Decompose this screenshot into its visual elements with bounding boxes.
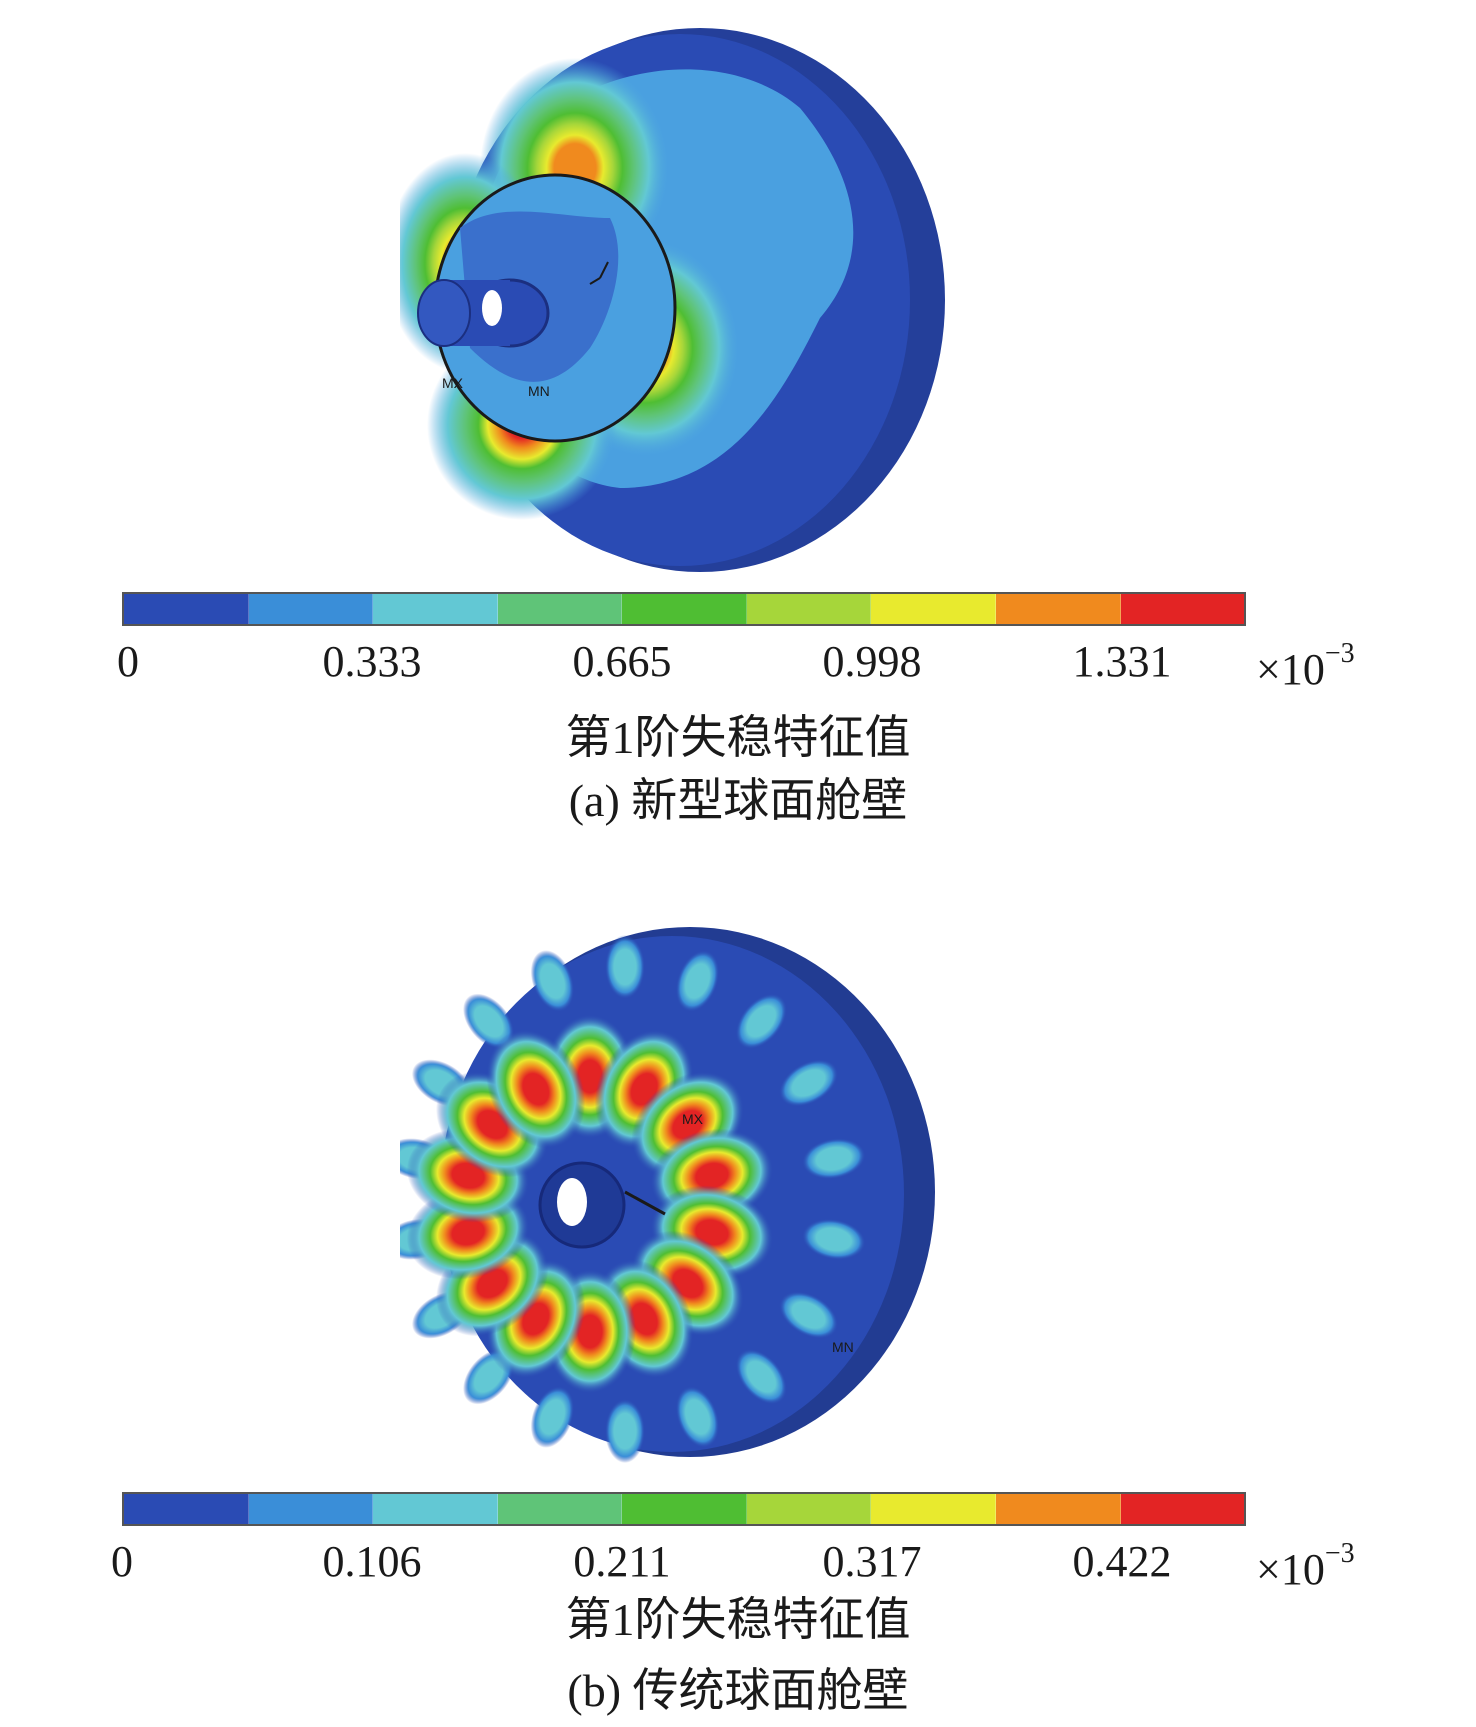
figure-caption-a: (a) 新型球面舱壁 [568, 775, 908, 826]
hub-face [417, 279, 471, 347]
colorbar-segment [373, 1494, 498, 1524]
colorbar-tick: 0.211 [573, 1537, 671, 1586]
multiplier-base: ×10 [1256, 645, 1325, 694]
outer-lobe [530, 1386, 575, 1448]
colorbar-segment [373, 594, 498, 624]
colorbar-segment [995, 1494, 1121, 1524]
marker-mx: MX [442, 375, 464, 391]
colorbar-tick: 0 [111, 1537, 133, 1586]
colorbar-tick: 0.317 [822, 1537, 922, 1586]
colorbar-segment [995, 594, 1121, 624]
multiplier-exponent: −3 [1324, 638, 1355, 669]
colorbar-tick: 0.665 [572, 637, 672, 686]
figure-caption-b: (b) 传统球面舱壁 [567, 1665, 909, 1716]
colorbar-segment [1120, 1494, 1245, 1524]
marker-mx: MX [682, 1111, 704, 1127]
colorbar-tick: 0.333 [322, 637, 422, 686]
marker-mn: MN [528, 383, 550, 399]
colorbar-segment [871, 594, 996, 624]
colorbar-segment [622, 594, 747, 624]
inner-lobe [486, 1029, 586, 1149]
colorbar-tick: 1.331 [1072, 637, 1172, 686]
colorbar-segment [124, 1494, 249, 1524]
outer-lobe [779, 1059, 839, 1107]
outer-lobe [463, 993, 515, 1049]
colorbar-segment [746, 1494, 872, 1524]
outer-lobe [735, 993, 787, 1049]
legend-title-b: 第1阶失稳特征值 [565, 1594, 911, 1645]
outer-lobe [675, 1386, 720, 1448]
outer-lobe [605, 935, 645, 999]
colorbar-segment [124, 594, 249, 624]
outer-lobe [802, 1218, 866, 1260]
outer-lobe [530, 950, 575, 1012]
outer-lobe [675, 950, 720, 1012]
marker-mn: MN [832, 1339, 854, 1355]
colorbar-tick: 0 [117, 637, 139, 686]
colorbar-multiplier: ×10−3 [1256, 1540, 1355, 1592]
colorbar-segment [497, 1494, 623, 1524]
colorbar-segment [497, 594, 623, 624]
outer-lobe [802, 1138, 866, 1180]
axes-triad-icon [589, 261, 609, 285]
outer-lobe [735, 1349, 787, 1405]
multiplier-exponent: −3 [1324, 1538, 1355, 1569]
colorbar-a [122, 592, 1246, 626]
fem-contour-plot-a: MX MN [400, 28, 945, 572]
colorbar-tick: 0.422 [1072, 1537, 1172, 1586]
colorbar-segment [746, 594, 872, 624]
colorbar-tick: 0.998 [822, 637, 922, 686]
colorbar-segment [248, 1494, 374, 1524]
multiplier-base: ×10 [1256, 1545, 1325, 1594]
panel-a-new-spherical-bulkhead: MX MN 0 0.333 0.665 0.998 1.331 ×10−3 第1… [0, 0, 1476, 860]
legend-title-a: 第1阶失稳特征值 [565, 712, 911, 763]
hub-hole [482, 290, 502, 326]
hub-hole [557, 1178, 587, 1226]
colorbar-segment [248, 594, 374, 624]
inner-lobe-ring [406, 1014, 774, 1394]
outer-lobe [779, 1291, 839, 1339]
colorbar-b [122, 1492, 1246, 1526]
colorbar-segment [871, 1494, 996, 1524]
outer-lobe [605, 1399, 645, 1463]
fem-contour-plot-b: MX MN [400, 927, 935, 1463]
colorbar-segment [622, 1494, 747, 1524]
axes-triad-icon [624, 1190, 666, 1216]
colorbar-tick: 0.106 [322, 1537, 422, 1586]
colorbar-multiplier: ×10−3 [1256, 640, 1355, 692]
panel-b-traditional-spherical-bulkhead: MX MN 0 0.106 0.211 0.317 0.422 ×10−3 第1… [0, 900, 1476, 1727]
colorbar-segment [1120, 594, 1245, 624]
